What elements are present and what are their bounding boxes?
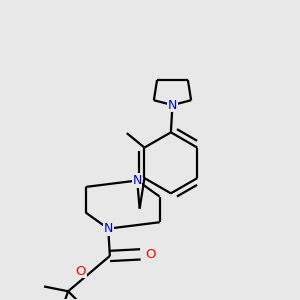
Text: N: N: [133, 174, 142, 187]
Text: O: O: [76, 265, 86, 278]
Text: N: N: [103, 222, 113, 235]
Text: N: N: [168, 98, 177, 112]
Text: O: O: [145, 248, 155, 261]
